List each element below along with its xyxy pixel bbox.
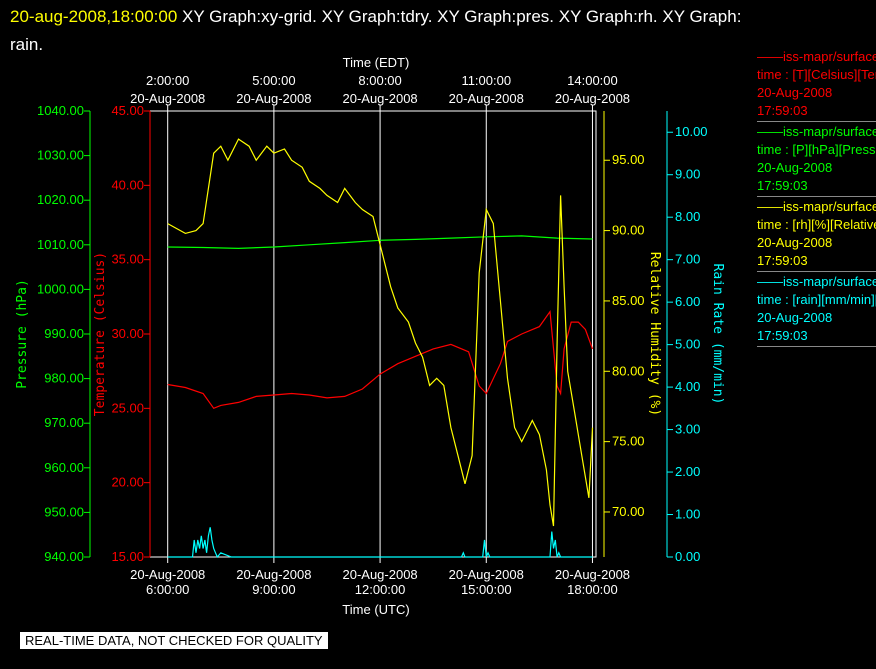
rain-tick-label: 10.00 [675, 124, 708, 139]
pressure-tick-label: 970.00 [44, 415, 84, 430]
x-top-tick-date-label: 20-Aug-2008 [449, 91, 524, 106]
humidity-tick-label: 85.00 [612, 293, 645, 308]
x-tick-time-label: 6:00:00 [146, 582, 189, 597]
x-top-tick-time-label: 5:00:00 [252, 73, 295, 88]
temperature-tick-label: 40.00 [111, 177, 144, 192]
pressure-tick-label: 1040.00 [37, 103, 84, 118]
humidity-tick-label: 70.00 [612, 504, 645, 519]
x-tick-date-label: 20-Aug-2008 [449, 567, 524, 582]
humidity-tick-label: 90.00 [612, 223, 645, 238]
legend-entry-date: 20-Aug-2008 [757, 310, 833, 325]
quality-notice: REAL-TIME DATA, NOT CHECKED FOR QUALITY [20, 632, 328, 649]
pressure-tick-label: 980.00 [44, 371, 84, 386]
rain-tick-label: 4.00 [675, 379, 700, 394]
x-top-tick-date-label: 20-Aug-2008 [130, 91, 205, 106]
rain-tick-label: 6.00 [675, 294, 700, 309]
plot-frame [149, 110, 597, 558]
humidity-series-line [167, 138, 594, 527]
x-tick-time-label: 9:00:00 [252, 582, 295, 597]
x-top-tick-time-label: 2:00:00 [146, 73, 189, 88]
legend: ——iss-mapr/surface time : [T][Celsius][Te… [757, 48, 876, 348]
legend-entry-line2: time : [P][hPa][Pressure] [757, 142, 876, 157]
humidity-tick-label: 80.00 [612, 363, 645, 378]
temperature-tick-label: 30.00 [111, 326, 144, 341]
x-tick-time-label: 18:00:00 [567, 582, 618, 597]
x-top-axis-label: Time (EDT) [343, 55, 410, 70]
x-tick-time-label: 12:00:00 [355, 582, 406, 597]
title-graph-list-cont: rain. [10, 35, 44, 54]
x-axis-label: Time (UTC) [342, 602, 409, 617]
temperature-tick-label: 15.00 [111, 549, 144, 564]
x-tick-date-label: 20-Aug-2008 [130, 567, 205, 582]
legend-entry-line1: ——iss-mapr/surface [757, 124, 876, 139]
pressure-tick-label: 960.00 [44, 460, 84, 475]
temperature-axis-label: Temperature (Celsius) [93, 252, 108, 416]
legend-entry-time: 17:59:03 [757, 253, 808, 268]
temperature-tick-label: 20.00 [111, 475, 144, 490]
pressure-tick-label: 940.00 [44, 549, 84, 564]
x-tick-time-label: 15:00:00 [461, 582, 512, 597]
title-graph-list: XY Graph:xy-grid. XY Graph:tdry. XY Grap… [182, 7, 742, 26]
legend-entry-line2: time : [T][Celsius][Temperature] [757, 67, 876, 82]
x-tick-date-label: 20-Aug-2008 [236, 567, 311, 582]
humidity-tick-label: 95.00 [612, 152, 645, 167]
temperature-series-line [167, 310, 594, 410]
pressure-series-line [167, 235, 593, 250]
temperature-tick-label: 25.00 [111, 400, 144, 415]
title-timestamp: 20-aug-2008,18:00:00 [10, 7, 178, 26]
legend-entry-line2: time : [rain][mm/min][Rain Rate] [757, 292, 876, 307]
legend-entry-line1: ——iss-mapr/surface [757, 199, 876, 214]
rain-tick-label: 9.00 [675, 167, 700, 182]
x-top-tick-date-label: 20-Aug-2008 [236, 91, 311, 106]
rain-series-line [167, 527, 593, 559]
humidity-tick-label: 75.00 [612, 434, 645, 449]
pressure-tick-label: 1000.00 [37, 281, 84, 296]
legend-entry-line1: ——iss-mapr/surface [757, 49, 876, 64]
x-tick-date-label: 20-Aug-2008 [555, 567, 630, 582]
rain-tick-label: 7.00 [675, 252, 700, 267]
rain-tick-label: 8.00 [675, 209, 700, 224]
temperature-tick-label: 35.00 [111, 252, 144, 267]
legend-entry-time: 17:59:03 [757, 103, 808, 118]
legend-entry-date: 20-Aug-2008 [757, 85, 833, 100]
rain-tick-label: 5.00 [675, 337, 700, 352]
pressure-tick-label: 950.00 [44, 504, 84, 519]
legend-entry-line1: ——iss-mapr/surface [757, 274, 876, 289]
legend-entry: ——iss-mapr/surface time : [rh][%][Relativ… [757, 198, 876, 272]
legend-entry-date: 20-Aug-2008 [757, 160, 833, 175]
legend-entry: ——iss-mapr/surface time : [P][hPa][Pressu… [757, 123, 876, 197]
x-top-tick-time-label: 14:00:00 [567, 73, 618, 88]
x-top-tick-time-label: 8:00:00 [358, 73, 401, 88]
x-tick-date-label: 20-Aug-2008 [342, 567, 417, 582]
humidity-axis-label: Relative Humidity (%) [647, 252, 662, 416]
x-top-tick-date-label: 20-Aug-2008 [555, 91, 630, 106]
x-top-tick-date-label: 20-Aug-2008 [342, 91, 417, 106]
legend-entry-line2: time : [rh][%][Relative Humidity] [757, 217, 876, 232]
pressure-tick-label: 990.00 [44, 326, 84, 341]
legend-entry-time: 17:59:03 [757, 328, 808, 343]
legend-entry: ——iss-mapr/surface time : [rain][mm/min][… [757, 273, 876, 347]
rain-tick-label: 1.00 [675, 507, 700, 522]
pressure-axis-label: Pressure (hPa) [15, 279, 30, 389]
pressure-tick-label: 1030.00 [37, 148, 84, 163]
rain-tick-label: 3.00 [675, 422, 700, 437]
pressure-tick-label: 1010.00 [37, 237, 84, 252]
rain-tick-label: 2.00 [675, 464, 700, 479]
legend-entry: ——iss-mapr/surface time : [T][Celsius][Te… [757, 48, 876, 122]
x-top-tick-time-label: 11:00:00 [461, 73, 511, 88]
pressure-tick-label: 1020.00 [37, 192, 84, 207]
page-title: 20-aug-2008,18:00:00 XY Graph:xy-grid. X… [10, 3, 870, 59]
legend-entry-time: 17:59:03 [757, 178, 808, 193]
legend-entry-date: 20-Aug-2008 [757, 235, 833, 250]
temperature-tick-label: 45.00 [111, 103, 144, 118]
rain-tick-label: 0.00 [675, 549, 700, 564]
rain-axis-label: Rain Rate (mm/min) [710, 264, 725, 405]
